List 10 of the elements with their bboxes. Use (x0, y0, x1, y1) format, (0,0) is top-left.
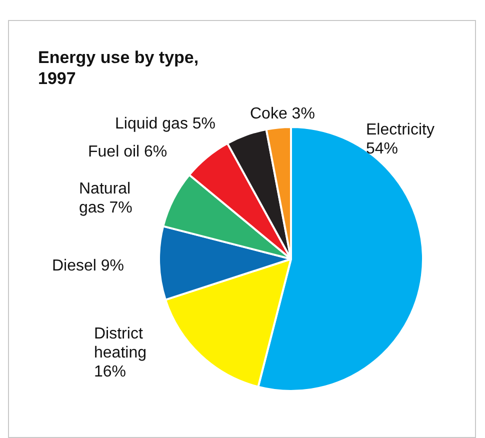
data-label: 16% (94, 363, 126, 380)
slice-label: Liquid gas 5% (115, 115, 216, 132)
data-label: 54% (366, 140, 398, 158)
chart-title: Energy use by type, 1997 (38, 47, 200, 89)
slice-label: Natural gas 7% (79, 180, 132, 216)
slice-label: Electricity (366, 121, 434, 138)
slice-label: District heating (94, 325, 146, 362)
slice-label: Diesel 9% (52, 257, 124, 274)
slice-label: Fuel oil 6% (88, 143, 168, 160)
slice-label: Coke 3% (250, 105, 315, 122)
